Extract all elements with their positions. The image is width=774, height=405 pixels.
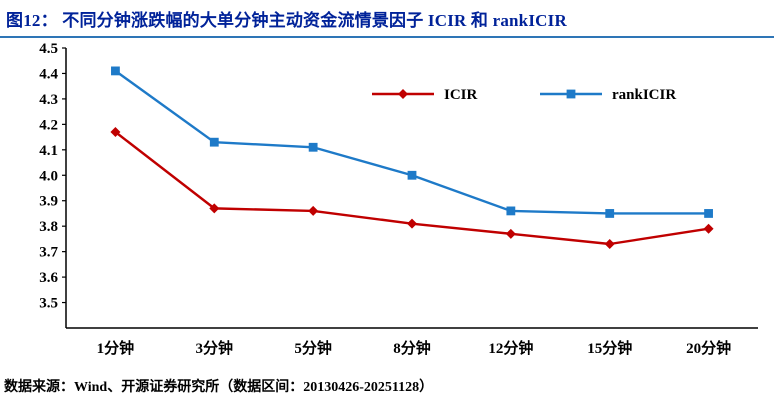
marker-square <box>308 142 318 152</box>
figure-title: 图12： 不同分钟涨跌幅的大单分钟主动资金流情景因子 ICIR 和 rankIC… <box>6 11 567 30</box>
line-chart: 4.5 4.4 4.3 4.2 4.1 4.0 3.9 3.8 3.7 3.6 3.5 1分钟 3分钟 5… <box>39 41 758 357</box>
marker-diamond <box>209 203 220 214</box>
marker-diamond <box>110 127 121 137</box>
marker-square <box>506 206 516 216</box>
marker-diamond <box>703 223 714 234</box>
y-tick-label: 3.6 <box>39 270 58 286</box>
marker-square <box>566 89 576 99</box>
chart-area: 4.5 4.4 4.3 4.2 4.1 4.0 3.9 3.8 3.7 3.6 3.5 1分钟 3分钟 5… <box>0 38 774 370</box>
marker-diamond <box>505 228 516 239</box>
y-tick-label: 3.7 <box>39 245 58 261</box>
x-tick-label: 15分钟 <box>587 339 632 357</box>
y-tick-label: 4.0 <box>39 168 58 184</box>
y-tick-label: 4.1 <box>39 143 58 159</box>
y-tick-label: 4.3 <box>39 92 58 108</box>
marker-square <box>209 137 219 147</box>
x-tick-label: 5分钟 <box>294 339 332 357</box>
marker-diamond <box>407 218 417 229</box>
y-tick-label: 3.9 <box>39 194 58 210</box>
marker-diamond <box>604 239 615 249</box>
x-tick-label: 8分钟 <box>393 339 431 357</box>
y-tick-label: 3.5 <box>39 296 58 312</box>
legend-label-ICIR: ICIR <box>444 87 478 103</box>
marker-square <box>704 209 713 218</box>
y-tick-label: 4.5 <box>39 41 58 57</box>
x-tick-label: 20分钟 <box>686 339 731 357</box>
marker-square <box>111 66 120 76</box>
y-tick-label: 3.8 <box>39 219 58 235</box>
marker-square <box>407 170 417 180</box>
y-tick-label: 4.2 <box>39 117 58 133</box>
marker-diamond <box>308 205 319 216</box>
source-note: 数据来源：Wind、开源证券研究所（数据区间：20130426-20251128… <box>4 380 434 395</box>
figure-title-bar: 图12： 不同分钟涨跌幅的大单分钟主动资金流情景因子 ICIR 和 rankIC… <box>0 0 774 38</box>
x-tick-label: 1分钟 <box>97 339 135 357</box>
x-tick-label: 12分钟 <box>488 339 533 357</box>
legend-label-rankICIR: rankICIR <box>612 87 676 103</box>
x-tick-label: 3分钟 <box>196 339 234 357</box>
marker-diamond <box>398 89 408 99</box>
marker-square <box>605 209 615 218</box>
y-tick-label: 4.4 <box>39 66 58 82</box>
